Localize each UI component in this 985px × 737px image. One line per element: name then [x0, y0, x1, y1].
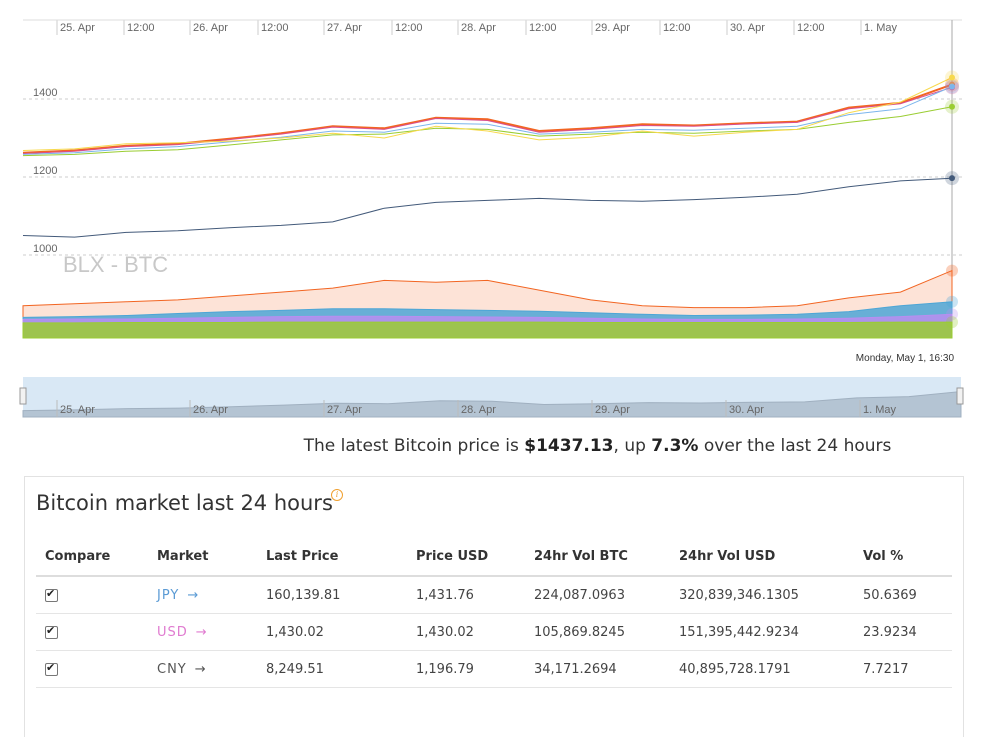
series-end-dot	[949, 74, 955, 81]
col-price-usd: Price USD	[407, 537, 525, 577]
arrow-right-icon: →	[195, 624, 208, 640]
x-tick-label: 12:00	[261, 22, 289, 34]
price-usd: 1,430.02	[407, 613, 525, 651]
compare-cell	[36, 613, 148, 651]
vol-pct: 23.9234	[854, 613, 952, 651]
summary-middle: , up	[613, 436, 652, 456]
col-vol-btc: 24hr Vol BTC	[525, 537, 670, 577]
arrow-right-icon: →	[187, 587, 200, 603]
col-vol-pct: Vol %	[854, 537, 952, 577]
y-tick-label: 1400	[33, 87, 57, 99]
y-tick-label: 1200	[33, 165, 57, 177]
chart-watermark: BLX - BTC	[63, 252, 168, 277]
market-cell: CNY →	[148, 650, 257, 688]
series-end-dot	[949, 103, 955, 110]
x-tick-label: 12:00	[797, 22, 825, 34]
compare-cell	[36, 576, 148, 614]
navigator-tick-label: 29. Apr	[595, 404, 630, 416]
compare-checkbox[interactable]	[45, 661, 58, 676]
x-tick-label: 12:00	[395, 22, 423, 34]
last-price: 8,249.51	[257, 650, 407, 688]
tooltip-date: Monday, May 1, 16:30	[856, 353, 955, 364]
x-tick-label: 1. May	[864, 22, 898, 34]
price-line	[22, 86, 953, 155]
price-summary: The latest Bitcoin price is $1437.13, up…	[0, 436, 985, 456]
latest-price: $1437.13	[524, 436, 614, 456]
col-vol-usd: 24hr Vol USD	[670, 537, 854, 577]
volume-area	[22, 321, 953, 339]
x-tick-label: 29. Apr	[595, 22, 630, 34]
navigator-tick-label: 27. Apr	[327, 404, 362, 416]
last-price: 1,430.02	[257, 613, 407, 651]
table-header-row: Compare Market Last Price Price USD 24hr…	[36, 537, 952, 577]
price-line	[22, 177, 953, 238]
info-icon[interactable]: i	[331, 489, 343, 501]
x-tick-label: 26. Apr	[193, 22, 228, 34]
market-link[interactable]: CNY →	[157, 662, 207, 677]
volume-end-marker	[946, 295, 958, 308]
price-usd: 1,431.76	[407, 576, 525, 614]
price-chart[interactable]: 25. Apr 12:00 26. Apr 12:00 27. Apr 12:00 28. …	[0, 0, 985, 370]
vol-pct: 7.7217	[854, 650, 952, 688]
market-code: JPY	[157, 587, 180, 603]
x-tick-label: 25. Apr	[60, 22, 95, 34]
x-tick-label: 27. Apr	[327, 22, 362, 34]
series-end-dot	[949, 83, 955, 90]
vol-btc: 105,869.8245	[525, 613, 670, 651]
table-row: CNY → 8,249.511,196.7934,171.269440,895,72…	[36, 650, 952, 688]
vol-btc: 224,087.0963	[525, 576, 670, 614]
market-cell: USD →	[148, 613, 257, 651]
x-tick-label: 30. Apr	[730, 22, 765, 34]
vol-usd: 40,895,728.1791	[670, 650, 854, 688]
arrow-right-icon: →	[194, 661, 207, 677]
summary-prefix: The latest Bitcoin price is	[303, 436, 525, 456]
market-panel: Bitcoin market last 24 hours i Compare M…	[24, 476, 964, 737]
navigator-tick-label: 25. Apr	[60, 404, 95, 416]
x-tick-label: 12:00	[127, 22, 155, 34]
price-line	[22, 77, 953, 151]
navigator-tick-label: 26. Apr	[193, 404, 228, 416]
compare-checkbox[interactable]	[45, 587, 58, 602]
compare-cell	[36, 650, 148, 688]
col-compare: Compare	[36, 537, 148, 577]
series-end-dot	[949, 175, 955, 182]
market-link[interactable]: JPY →	[157, 588, 199, 603]
market-table: Compare Market Last Price Price USD 24hr…	[36, 537, 952, 688]
volume-end-marker	[946, 264, 958, 277]
x-tick-label: 12:00	[529, 22, 557, 34]
price-line	[22, 83, 953, 154]
summary-suffix: over the last 24 hours	[698, 436, 892, 456]
range-navigator[interactable]: 25. Apr 26. Apr 27. Apr 28. Apr 29. Apr 30. A…	[0, 376, 985, 420]
compare-checkbox[interactable]	[45, 624, 58, 639]
vol-btc: 34,171.2694	[525, 650, 670, 688]
col-market: Market	[148, 537, 257, 577]
volume-end-marker	[946, 308, 958, 321]
market-link[interactable]: USD →	[157, 625, 208, 640]
price-change: 7.3%	[651, 436, 699, 456]
navigator-tick-label: 28. Apr	[461, 404, 496, 416]
x-tick-label: 12:00	[663, 22, 691, 34]
market-code: USD	[157, 624, 188, 640]
last-price: 160,139.81	[257, 576, 407, 614]
price-usd: 1,196.79	[407, 650, 525, 688]
navigator-handle-left[interactable]	[19, 387, 27, 405]
vol-usd: 151,395,442.9234	[670, 613, 854, 651]
col-last-price: Last Price	[257, 537, 407, 577]
table-row: JPY → 160,139.811,431.76224,087.0963320,83…	[36, 576, 952, 614]
y-tick-label: 1000	[33, 243, 57, 255]
table-row: USD→1,430.021,430.02105,869.8245151,395,…	[36, 613, 952, 651]
market-cell: JPY →	[148, 576, 257, 614]
navigator-tick-label: 30. Apr	[729, 404, 764, 416]
market-code: CNY	[157, 661, 187, 677]
vol-usd: 320,839,346.1305	[670, 576, 854, 614]
volume-end-marker	[946, 316, 958, 329]
vol-pct: 50.6369	[854, 576, 952, 614]
price-line	[22, 86, 953, 155]
navigator-handle-right[interactable]	[956, 387, 964, 405]
market-title: Bitcoin market last 24 hours	[36, 491, 333, 515]
navigator-tick-label: 1. May	[863, 404, 897, 416]
x-tick-label: 28. Apr	[461, 22, 496, 34]
